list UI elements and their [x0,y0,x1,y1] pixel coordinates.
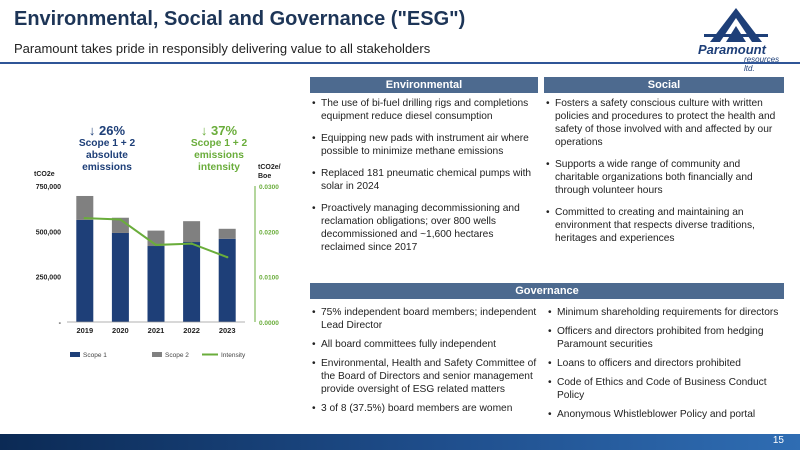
list-item: The use of bi-fuel drilling rigs and com… [312,97,537,123]
left-tick-label: 500,000 [36,229,61,236]
list-item: Replaced 181 pneumatic chemical pumps wi… [312,167,537,193]
callout-label: Scope 1 + 2 emissions intensity [190,138,248,173]
list-item: Minimum shareholding requirements for di… [548,306,784,319]
bar-scope1 [218,238,236,322]
left-tick-label: - [59,320,62,327]
x-tick-label: 2020 [112,326,129,335]
list-item: Anonymous Whistleblower Policy and porta… [548,408,784,421]
governance-heading: Governance [310,283,784,299]
callout-pct: 37% [211,123,238,138]
left-axis-unit: tCO2e [34,171,55,178]
list-item: Fosters a safety conscious culture with … [546,97,782,149]
x-tick-label: 2023 [219,326,236,335]
governance-list-left: 75% independent board members; independe… [312,306,538,421]
list-item: Supports a wide range of community and c… [546,158,782,197]
x-tick-label: 2019 [76,326,93,335]
left-tick-label: 750,000 [36,184,61,191]
bar-scope2 [218,228,236,239]
intensity-point [119,218,122,221]
header-rule [0,62,800,64]
intensity-point [154,243,158,247]
logo-tagline: resources ltd. [744,55,780,73]
left-tick-label: 250,000 [36,275,61,282]
callout-pct: 26% [99,123,126,138]
list-item: 3 of 8 (37.5%) board members are women [312,402,538,415]
bar-scope1 [147,246,165,322]
x-tick-label: 2022 [183,326,200,335]
environmental-heading: Environmental [310,77,538,93]
legend-label: Scope 2 [165,352,189,359]
logo-mountain-icon [704,8,768,42]
x-tick-label: 2021 [148,326,165,335]
callout-label: Scope 1 + 2 absolute emissions [78,138,136,173]
social-heading: Social [544,77,784,93]
bar-scope1 [183,242,201,322]
intensity-point [83,216,86,220]
list-item: Code of Ethics and Code of Business Cond… [548,376,784,402]
legend-label: Scope 1 [83,352,107,359]
logo-wordmark: Paramount [698,42,766,57]
environmental-list: The use of bi-fuel drilling rigs and com… [312,97,537,263]
list-item: Committed to creating and maintaining an… [546,206,782,245]
list-item: 75% independent board members; independe… [312,306,538,332]
intensity-point [190,242,193,245]
governance-list-right: Minimum shareholding requirements for di… [548,306,784,427]
list-item: Loans to officers and directors prohibit… [548,357,784,370]
list-item: Equipping new pads with instrument air w… [312,132,537,158]
list-item: All board committees fully independent [312,338,538,351]
page-title: Environmental, Social and Governance ("E… [14,8,466,30]
right-tick-label: 0.0000 [259,320,279,327]
list-item: Officers and directors prohibited from h… [548,325,784,351]
legend-swatch [70,352,80,357]
bar-scope1 [111,232,129,322]
legend-swatch [152,352,162,357]
absolute-emissions-callout: ↓ 26% Scope 1 + 2 absolute emissions [62,123,152,174]
bar-scope2 [183,221,201,243]
down-arrow-icon: ↓ [200,123,208,138]
right-tick-label: 0.0100 [259,275,279,282]
footer-bar: 15 [0,434,800,450]
right-tick-label: 0.0200 [259,229,279,236]
down-arrow-icon: ↓ [88,123,96,138]
page-subtitle: Paramount takes pride in responsibly del… [14,41,431,56]
list-item: Environmental, Health and Safety Committ… [312,357,538,396]
bar-scope1 [76,219,94,322]
page-number: 15 [772,435,784,446]
intensity-callout: ↓ 37% Scope 1 + 2 emissions intensity [174,123,264,174]
legend-label: Intensity [221,352,246,359]
right-axis-unit: tCO2e/ Boe [258,164,281,180]
company-logo: Paramount resources ltd. [660,4,790,73]
intensity-point [226,255,229,259]
social-list: Fosters a safety conscious culture with … [546,97,782,254]
list-item: Proactively managing decommissioning and… [312,202,537,254]
right-tick-label: 0.0300 [259,184,279,191]
emissions-chart: - 250,000 500,000 750,000 0.0000 0.0100 0.0200… [36,184,280,359]
bar-scope2 [76,195,94,220]
